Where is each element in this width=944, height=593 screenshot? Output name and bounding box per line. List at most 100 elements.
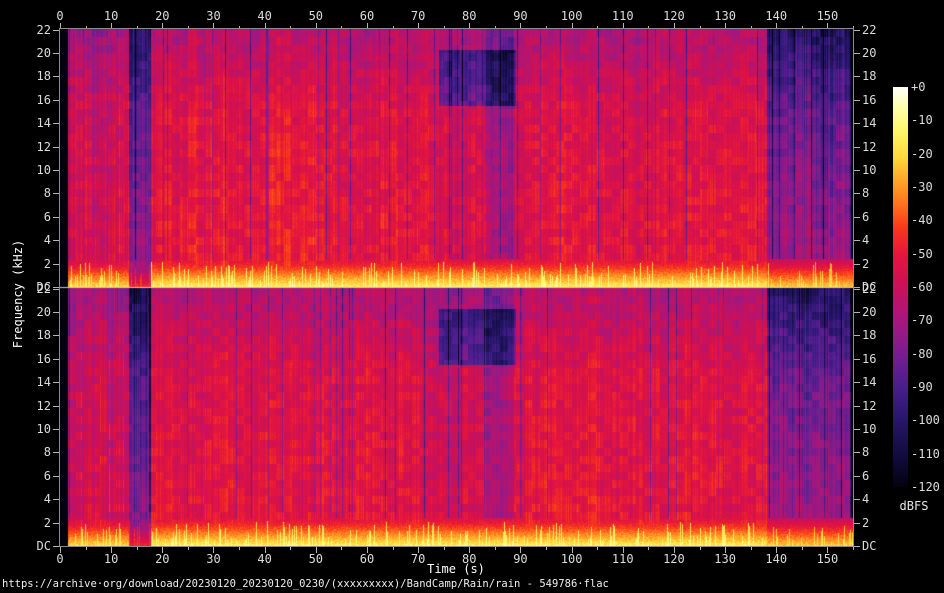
time-tick-bottom: [111, 547, 113, 553]
time-tick-bottom: [213, 547, 215, 553]
time-tick-top: [520, 23, 522, 29]
colorbar-tick-label: -50: [911, 246, 933, 261]
freq-tick-label-left: 16: [36, 93, 51, 107]
freq-tick-label-right: 20: [862, 46, 877, 60]
freq-tick-right: [854, 170, 860, 171]
freq-tick-label-left: 12: [36, 140, 51, 154]
time-tick-top: [827, 23, 829, 29]
freq-tick-left: [53, 382, 59, 383]
freq-tick-left: [53, 499, 59, 500]
time-tick-label-bottom: 20: [155, 552, 170, 566]
freq-tick-left: [53, 335, 59, 336]
colorbar-tick-label: -30: [911, 180, 933, 194]
colorbar-tick-label: -20: [911, 146, 933, 161]
freq-tick-label-right: 14: [862, 375, 877, 389]
time-tick-top: [111, 23, 113, 29]
freq-tick-label-left: 14: [36, 116, 51, 130]
freq-tick-label-right: DC: [862, 539, 877, 553]
freq-tick-label-left: 10: [36, 163, 51, 177]
freq-tick-left: [53, 523, 59, 524]
freq-tick-right: [854, 289, 860, 290]
freq-tick-label-right: 22: [862, 282, 877, 296]
time-tick-bottom: [264, 547, 266, 553]
time-tick-bottom: [520, 547, 522, 553]
freq-tick-label-left: 4: [43, 233, 51, 247]
time-minor-tick-top: [801, 26, 803, 29]
freq-tick-label-right: DC: [862, 280, 877, 294]
freq-tick-label-left: 20: [36, 305, 51, 319]
colorbar-tick-label: -10: [911, 113, 933, 128]
time-tick-top: [673, 23, 675, 29]
freq-tick-right: [854, 30, 860, 31]
freq-tick-left: [53, 476, 59, 477]
time-minor-tick-top: [597, 26, 599, 29]
time-minor-tick-top: [392, 26, 394, 29]
time-tick-bottom: [673, 547, 675, 553]
freq-tick-label-left: DC: [36, 539, 51, 553]
freq-tick-label-left: 6: [43, 469, 51, 483]
freq-tick-label-left: DC: [36, 280, 51, 294]
time-tick-label-top: 0: [56, 9, 64, 23]
freq-tick-right: [854, 499, 860, 500]
time-tick-top: [264, 23, 266, 29]
freq-tick-left: [53, 359, 59, 360]
time-tick-bottom: [60, 547, 61, 553]
freq-tick-right: [854, 335, 860, 336]
freq-tick-right: [854, 476, 860, 477]
time-tick-top: [571, 23, 573, 29]
freq-tick-left: [53, 452, 59, 453]
time-tick-top: [60, 23, 61, 29]
time-tick-label-bottom: 50: [308, 552, 324, 566]
time-tick-top: [366, 23, 368, 29]
time-minor-tick-top: [853, 26, 854, 29]
freq-tick-label-left: 2: [43, 257, 51, 271]
time-tick-top: [315, 23, 317, 29]
freq-tick-label-right: 10: [862, 163, 877, 177]
freq-tick-label-left: 2: [43, 516, 51, 530]
freq-tick-right: [854, 100, 860, 101]
time-tick-top: [776, 23, 778, 29]
time-tick-label-top: 130: [714, 9, 736, 23]
time-tick-label-top: 20: [155, 9, 170, 23]
time-tick-bottom: [571, 547, 573, 553]
time-tick-label-top: 90: [513, 9, 528, 23]
time-minor-tick-top: [187, 26, 189, 29]
freq-tick-right: [854, 429, 860, 430]
freq-tick-label-left: 22: [36, 282, 51, 296]
time-tick-top: [418, 23, 420, 29]
freq-tick-left: [53, 264, 59, 265]
time-tick-label-bottom: 10: [103, 552, 119, 566]
freq-tick-left: [53, 147, 59, 148]
freq-tick-right: [854, 53, 860, 54]
time-tick-bottom: [162, 547, 164, 553]
freq-tick-label-right: 12: [862, 399, 877, 413]
time-minor-tick-top: [341, 26, 343, 29]
freq-tick-right: [854, 240, 860, 241]
time-minor-tick-bottom: [85, 547, 87, 550]
time-tick-label-bottom: 130: [714, 552, 736, 566]
freq-tick-left: [53, 289, 59, 290]
time-tick-label-top: 110: [611, 9, 634, 23]
colorbar-tick-label: -40: [911, 213, 933, 228]
time-tick-label-bottom: 120: [663, 552, 685, 566]
time-tick-label-bottom: 70: [410, 552, 426, 566]
time-tick-bottom: [418, 547, 420, 553]
freq-tick-label-right: 4: [862, 233, 870, 247]
colorbar-tick-label: +0: [911, 80, 926, 94]
time-minor-tick-bottom: [239, 547, 241, 550]
freq-tick-label-left: 8: [43, 186, 51, 200]
time-tick-label-top: 40: [257, 9, 272, 23]
freq-tick-label-left: 14: [36, 375, 51, 389]
freq-tick-label-left: 16: [36, 352, 51, 366]
freq-tick-label-right: 16: [862, 352, 877, 366]
time-minor-tick-bottom: [290, 547, 292, 550]
colorbar-tick-label: -120: [911, 480, 940, 494]
freq-tick-right: [854, 406, 860, 407]
freq-tick-left: [53, 312, 59, 313]
time-tick-bottom: [622, 547, 624, 553]
time-tick-label-bottom: 40: [257, 552, 272, 566]
time-minor-tick-bottom: [853, 547, 854, 550]
time-tick-top: [469, 23, 471, 29]
time-tick-label-top: 140: [765, 9, 788, 23]
